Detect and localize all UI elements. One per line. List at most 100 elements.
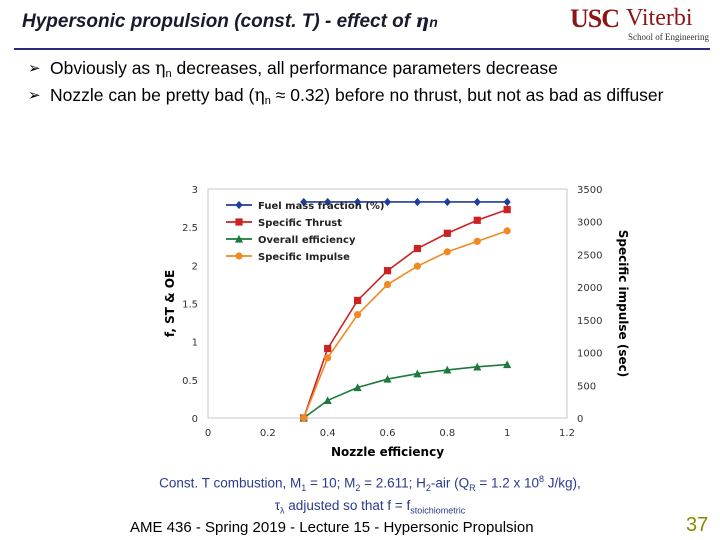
series-line-specific-impulse bbox=[302, 230, 508, 419]
title-text: Hypersonic propulsion (const. T) - effec… bbox=[22, 11, 416, 32]
data-point-overall-efficiency bbox=[443, 365, 452, 374]
bullet-arrow-icon: ➢ bbox=[28, 59, 41, 77]
y-right-tick-label: 3000 bbox=[577, 218, 602, 229]
bullet-list: ➢ Obviously as ηn decreases, all perform… bbox=[28, 58, 708, 112]
caption-text: J/kg), bbox=[544, 475, 581, 491]
bullet-text: Nozzle can be pretty bad ( bbox=[50, 85, 255, 105]
data-point-specific-thrust bbox=[324, 344, 332, 353]
legend-label-specific-thrust: Specific Thrust bbox=[258, 218, 342, 229]
legend-marker-specific-thrust bbox=[235, 218, 243, 226]
caption-sub: 2 bbox=[425, 483, 431, 494]
legend-marker-specific-impulse bbox=[235, 252, 243, 260]
data-point-specific-impulse bbox=[503, 227, 511, 235]
bullet-eta: η bbox=[254, 86, 265, 106]
y-left-tick-label: 0.5 bbox=[182, 376, 198, 387]
y-right-tick-label: 2000 bbox=[577, 283, 602, 294]
bullet-sub: n bbox=[165, 68, 172, 80]
slide-title: Hypersonic propulsion (const. T) - effec… bbox=[22, 10, 562, 33]
data-point-overall-efficiency bbox=[353, 383, 362, 392]
title-eta: η bbox=[415, 10, 430, 32]
x-tick-label: 0.8 bbox=[439, 428, 455, 439]
caption-sub: λ bbox=[280, 505, 285, 516]
legend-label-specific-impulse: Specific Impulse bbox=[258, 252, 350, 263]
y-left-tick-label: 2.5 bbox=[182, 223, 198, 234]
caption-line-2: τλ adjusted so that f = fstoichiometric bbox=[100, 497, 640, 520]
caption-line-1: Const. T combustion, M1 = 10; M2 = 2.611… bbox=[100, 470, 640, 497]
y-left-tick-label: 2 bbox=[192, 261, 198, 272]
data-point-overall-efficiency bbox=[383, 374, 392, 383]
caption-text: -air (Q bbox=[430, 475, 470, 491]
caption-sub: 2 bbox=[355, 483, 361, 494]
data-point-specific-thrust bbox=[413, 244, 422, 253]
bullet-text: decreases, all performance parameters de… bbox=[171, 58, 558, 78]
y-right-tick-label: 3500 bbox=[577, 185, 602, 196]
x-tick-label: 0.2 bbox=[260, 428, 276, 439]
caption-sub: 1 bbox=[301, 483, 307, 494]
data-point-specific-impulse bbox=[473, 237, 481, 245]
caption-tau: τ bbox=[274, 498, 281, 514]
y-right-axis-label: Specific impulse (sec) bbox=[616, 230, 630, 377]
bullet-item: ➢ Nozzle can be pretty bad (ηn ≈ 0.32) b… bbox=[28, 85, 708, 112]
data-point-fuel-mass-fraction bbox=[300, 197, 308, 207]
caption-text: = 1.2 x 10 bbox=[475, 475, 540, 491]
data-point-specific-thrust bbox=[503, 206, 511, 214]
y-right-tick-label: 2500 bbox=[577, 250, 602, 261]
bullet-sub: n bbox=[264, 95, 271, 107]
data-point-overall-efficiency bbox=[473, 362, 482, 371]
bullet-text: Obviously as bbox=[50, 58, 156, 78]
data-point-specific-impulse bbox=[300, 414, 308, 422]
x-tick-label: 1.2 bbox=[559, 428, 575, 439]
y-right-tick-label: 1500 bbox=[577, 316, 602, 327]
data-point-overall-efficiency bbox=[323, 396, 332, 405]
performance-chart: 0 0.2 0.4 0.6 0.8 1 1.200.511.522.530500100015… bbox=[163, 185, 630, 459]
data-point-specific-impulse bbox=[353, 311, 362, 319]
data-point-fuel-mass-fraction bbox=[503, 197, 511, 207]
x-tick-label: 0.4 bbox=[320, 428, 336, 439]
bullet-item: ➢ Obviously as ηn decreases, all perform… bbox=[28, 58, 708, 85]
data-point-overall-efficiency bbox=[413, 369, 422, 378]
page-number: 37 bbox=[686, 514, 709, 536]
caption-text: = 10; M bbox=[306, 475, 356, 491]
legend-marker-fuel-mass-fraction bbox=[235, 200, 243, 210]
x-tick-label: 0 bbox=[205, 428, 211, 439]
y-right-tick-label: 1000 bbox=[577, 349, 602, 360]
title-divider bbox=[14, 48, 710, 50]
x-tick-label: 0.6 bbox=[380, 428, 396, 439]
data-point-specific-thrust bbox=[473, 216, 481, 224]
bullet-eta: η bbox=[155, 59, 166, 79]
x-axis-label: Nozzle efficiency bbox=[331, 445, 444, 459]
caption-sup: 8 bbox=[539, 474, 545, 484]
caption-text: Const. T combustion, M bbox=[159, 475, 302, 491]
data-point-specific-impulse bbox=[324, 354, 332, 362]
logo-viterbi: Viterbi bbox=[626, 5, 693, 31]
y-left-tick-label: 3 bbox=[192, 185, 198, 196]
logo-school: School of Engineering bbox=[628, 32, 709, 42]
bullet-text: ≈ 0.32) before no thrust, but not as bad… bbox=[270, 85, 664, 105]
series-line-overall-efficiency bbox=[303, 363, 508, 419]
caption-sub: R bbox=[469, 483, 476, 494]
x-tick-label: 1 bbox=[504, 428, 510, 439]
data-point-specific-thrust bbox=[353, 296, 362, 305]
data-point-specific-impulse bbox=[383, 280, 392, 289]
chart-caption: Const. T combustion, M1 = 10; M2 = 2.611… bbox=[100, 470, 640, 520]
data-point-overall-efficiency bbox=[503, 360, 512, 369]
data-point-fuel-mass-fraction bbox=[413, 197, 422, 207]
caption-text: adjusted so that f = f bbox=[284, 498, 411, 514]
y-left-tick-label: 1 bbox=[192, 338, 198, 349]
title-sub: n bbox=[429, 14, 438, 30]
logo-usc: USC bbox=[570, 4, 620, 33]
y-left-tick-label: 1.5 bbox=[182, 300, 198, 311]
data-point-fuel-mass-fraction bbox=[443, 197, 451, 207]
legend-marker-overall-efficiency bbox=[234, 234, 244, 243]
footer-text: AME 436 - Spring 2019 - Lecture 15 - Hyp… bbox=[130, 519, 534, 536]
legend-label-overall-efficiency: Overall efficiency bbox=[258, 235, 356, 246]
data-point-specific-thrust bbox=[443, 229, 451, 237]
y-right-tick-label: 500 bbox=[577, 381, 596, 392]
bullet-arrow-icon: ➢ bbox=[28, 86, 41, 104]
caption-sub: stoichiometric bbox=[410, 505, 466, 516]
data-point-specific-thrust bbox=[383, 267, 392, 275]
y-right-tick-label: 0 bbox=[577, 414, 583, 425]
y-left-tick-label: 0 bbox=[192, 414, 198, 425]
usc-viterbi-logo: USC Viterbi School of Engineering bbox=[570, 4, 710, 44]
data-point-fuel-mass-fraction bbox=[383, 197, 392, 207]
